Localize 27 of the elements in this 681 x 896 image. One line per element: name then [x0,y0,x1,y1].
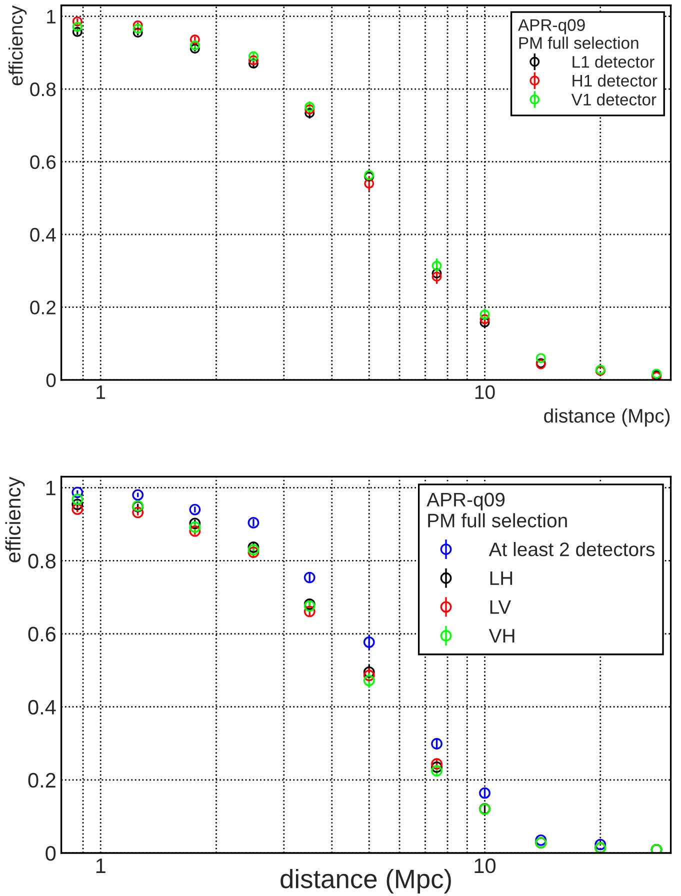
y-tick-label: 1 [46,480,56,496]
legend-label: LV [490,600,512,614]
x-axis-title: distance (Mpc) [280,868,451,894]
y-tick-label: 0.4 [30,228,56,242]
legend-title: APR-q09 PM full selection [426,492,567,528]
legend-label: L1 detector [572,56,654,68]
x-tick-label: 10 [474,858,496,874]
legend-label: LH [490,572,512,585]
y-axis-title: efficiency [8,5,27,86]
legend-label: At least 2 detectors [488,542,655,556]
y-tick-label: 0.8 [28,554,56,568]
y-tick-label: 0 [46,373,56,388]
y-axis-title: efficiency [5,476,25,562]
y-tick-label: 0.4 [28,700,56,715]
y-tick-label: 0.6 [30,155,56,169]
y-tick-label: 0 [46,846,56,861]
legend-label: VH [488,629,514,643]
y-tick-label: 0.2 [28,772,56,788]
legend-label: V1 detector [571,93,656,106]
x-tick-label: 10 [475,385,495,400]
legend-title: APR-q09 PM full selection [518,19,638,49]
y-tick-label: 0.8 [30,82,56,96]
y-tick-label: 1 [47,10,56,24]
y-tick-label: 0.2 [30,300,56,314]
x-axis-title: distance (Mpc) [544,408,670,427]
y-tick-label: 0.6 [28,626,56,642]
legend-label: H1 detector [572,74,658,87]
